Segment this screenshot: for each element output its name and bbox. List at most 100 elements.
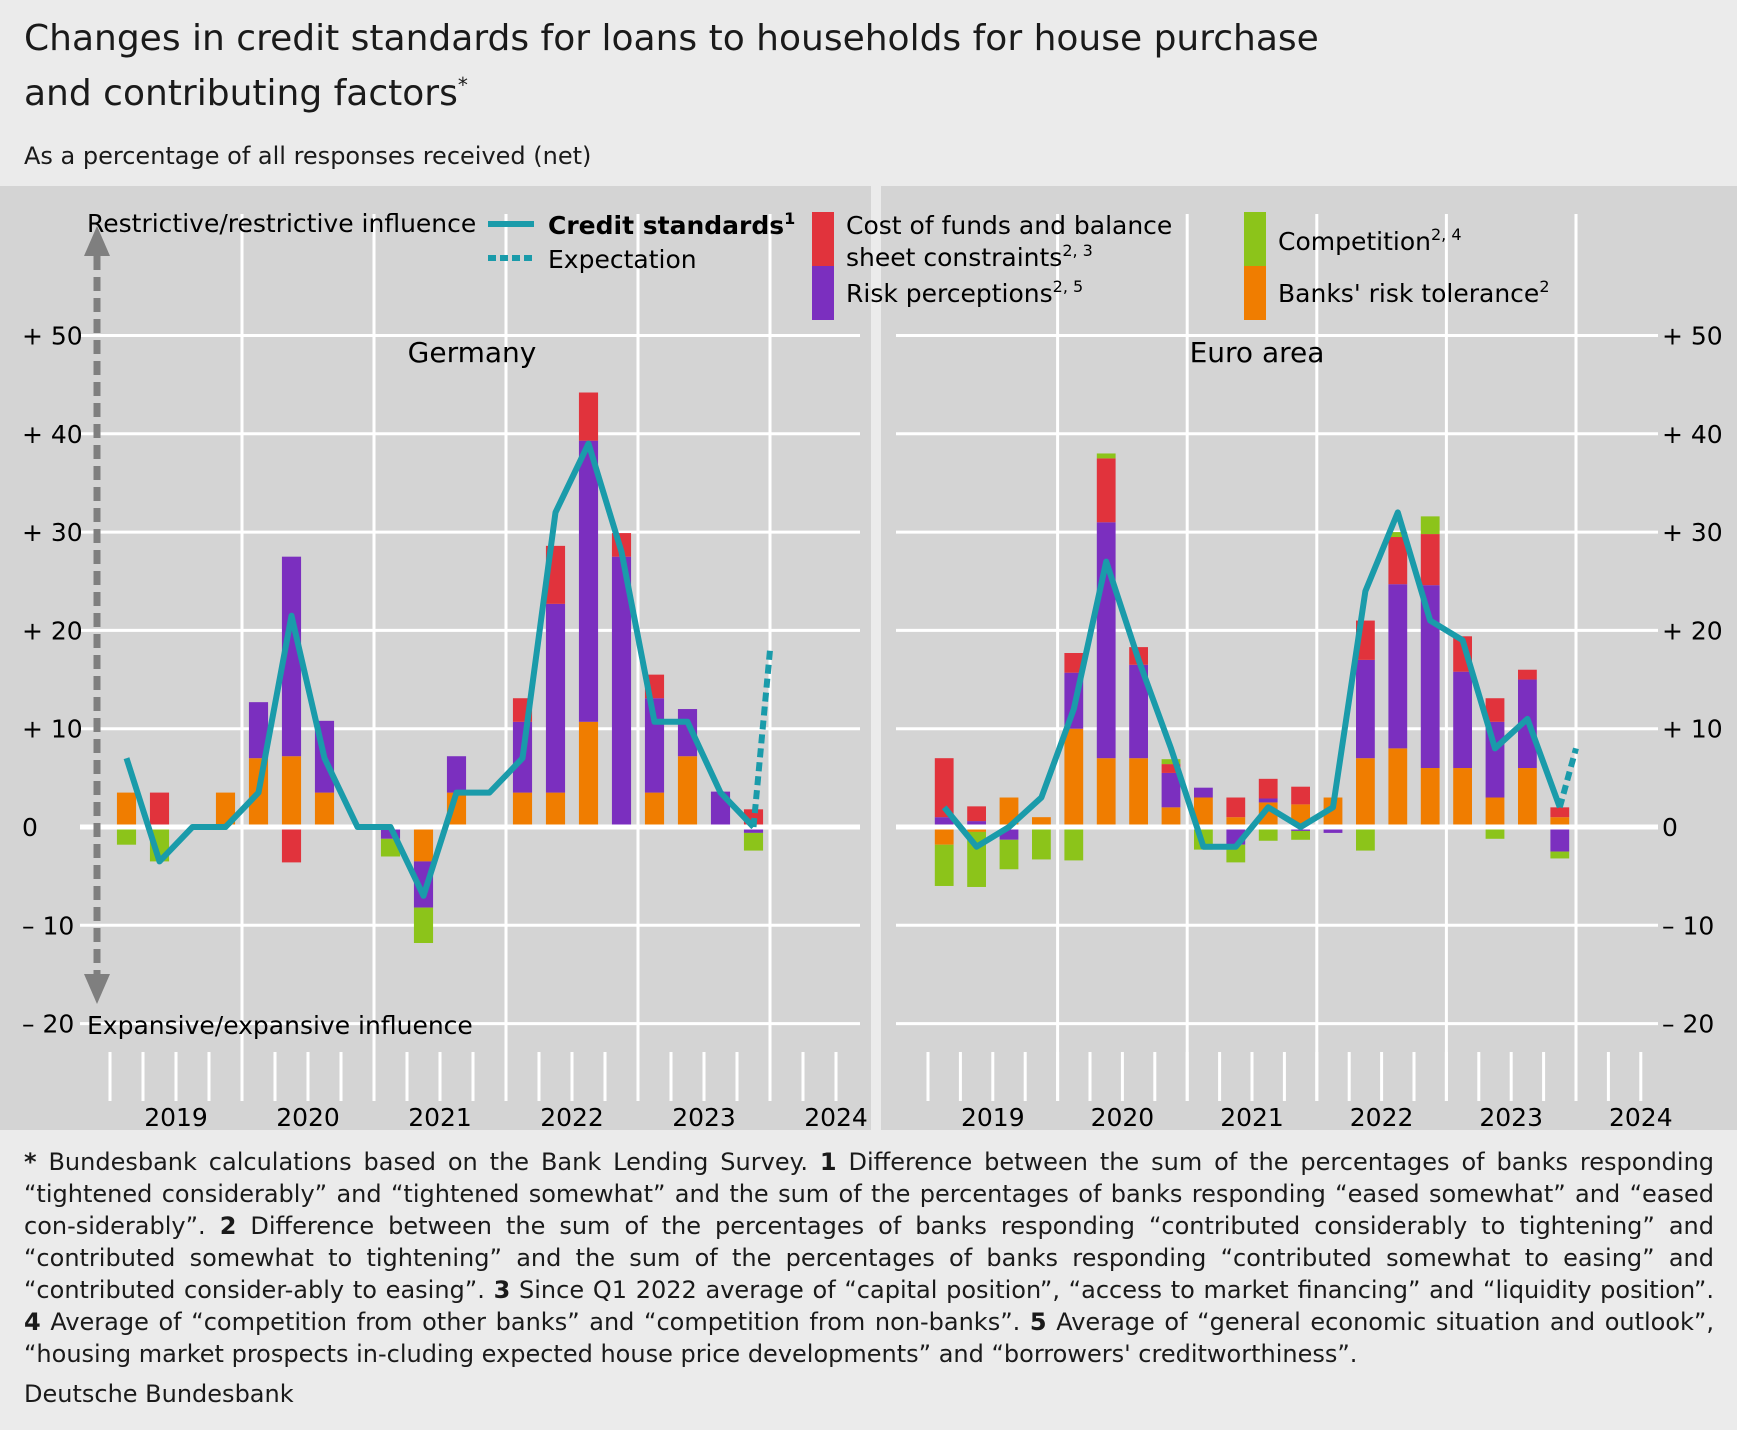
x-tick-label-euro-area-2024: 2024 [1609, 1103, 1673, 1132]
bar-euro-area-2023Q2-competition [1485, 827, 1505, 839]
bar-euro-area-2023Q1-banks-risk-tolerance [1453, 768, 1472, 827]
direction-arrow-up-head [84, 226, 110, 256]
bar-euro-area-2020Q3-banks-risk-tolerance [1129, 758, 1148, 827]
footnote-1-text: Difference between the sum of the percen… [24, 1148, 1715, 1240]
bar-germany-2023Q1-banks-risk-tolerance [644, 792, 665, 827]
x-tick-label-euro-area-2021: 2021 [1220, 1103, 1284, 1132]
bar-euro-area-2023Q4-cost-of-funds-and-balance-sheet-constraints [1550, 807, 1570, 818]
line-expectation-germany [750, 649, 773, 828]
bar-euro-area-2020Q4-competition [1161, 759, 1181, 765]
panel-title-euro-area: Euro area [1190, 336, 1325, 369]
direction-arrow-down-head [84, 974, 110, 1004]
source-note: Deutsche Bundesbank [24, 1380, 294, 1408]
footnote-3-text: Since Q1 2022 average of “capital positi… [510, 1276, 1714, 1304]
bar-germany-2019Q1-competition [116, 827, 137, 845]
bar-euro-area-2019Q2-risk-perceptions [967, 821, 986, 827]
bar-euro-area-2022Q1-banks-risk-tolerance [1323, 797, 1343, 827]
bar-germany-2020Q3-banks-risk-tolerance [314, 792, 335, 827]
bar-germany-2022Q3-banks-risk-tolerance [578, 721, 599, 827]
legend-tolerance-swatch [1244, 266, 1266, 320]
footnote-3-number: 3 [493, 1276, 511, 1304]
bar-euro-area-2019Q4-banks-risk-tolerance [1032, 817, 1051, 827]
x-tick-label-germany-2022: 2022 [540, 1103, 604, 1132]
y-tick-label-left: + 30 [22, 518, 83, 547]
bar-germany-2020Q2-cost-of-funds-and-balance-sheet-constraints [281, 827, 302, 863]
bar-euro-area-2019Q1-risk-perceptions [934, 817, 954, 827]
bar-euro-area-2020Q2-risk-perceptions [1096, 522, 1116, 759]
bar-euro-area-2022Q4-banks-risk-tolerance [1420, 768, 1440, 827]
bar-euro-area-2022Q2-banks-risk-tolerance [1356, 758, 1375, 827]
x-tick-label-euro-area-2023: 2023 [1479, 1103, 1543, 1132]
bar-germany-2020Q2-banks-risk-tolerance [281, 756, 302, 827]
bar-germany-2022Q2-banks-risk-tolerance [545, 792, 566, 827]
y-tick-label-right: – 10 [1662, 911, 1714, 940]
bar-euro-area-2019Q3-competition [999, 839, 1019, 870]
bar-germany-2022Q2-risk-perceptions [545, 603, 566, 793]
bar-euro-area-2023Q2-cost-of-funds-and-balance-sheet-constraints [1485, 698, 1505, 722]
y-tick-label-right: + 10 [1662, 715, 1723, 744]
chart-area: 2019 2020 2021 2022 2023 2024 Germany 2019 2020 2… [0, 186, 1737, 1132]
bar-euro-area-2021Q3-competition [1258, 827, 1278, 841]
bar-euro-area-2023Q3-banks-risk-tolerance [1518, 768, 1537, 827]
bar-euro-area-2023Q1-risk-perceptions [1453, 671, 1472, 769]
line-expectation-euro-area [1556, 747, 1579, 809]
y-tick-label-right: + 50 [1662, 322, 1723, 351]
bar-euro-area-2023Q2-banks-risk-tolerance [1485, 797, 1505, 827]
y-tick-label-right: + 40 [1662, 420, 1723, 449]
bar-euro-area-2020Q1-competition [1064, 827, 1084, 861]
footnote-5-number: 5 [1029, 1308, 1047, 1336]
axis-bottom-label: Expansive/expansive influence [87, 1011, 473, 1040]
bar-euro-area-2021Q2-cost-of-funds-and-balance-sheet-constraints [1226, 797, 1246, 818]
legend-cost-label: Cost of funds and balance [846, 211, 1172, 240]
x-tick-label-euro-area-2022: 2022 [1350, 1103, 1414, 1132]
bar-euro-area-2021Q3-risk-perceptions [1258, 798, 1278, 803]
bar-euro-area-2021Q2-banks-risk-tolerance [1226, 817, 1246, 827]
title-line-1: Changes in credit standards for loans to… [24, 18, 1319, 59]
bar-germany-2020Q2-risk-perceptions [281, 556, 302, 757]
panel-title-germany: Germany [408, 336, 537, 369]
x-tick-label-germany-2019: 2019 [144, 1103, 208, 1132]
bar-euro-area-2020Q3-risk-perceptions [1129, 664, 1148, 759]
footnote-4-text: Average of “competition from other banks… [40, 1308, 1030, 1336]
bar-euro-area-2022Q1-risk-perceptions [1323, 827, 1343, 833]
bar-euro-area-2020Q4-cost-of-funds-and-balance-sheet-constraints [1161, 764, 1181, 773]
bar-euro-area-2020Q2-banks-risk-tolerance [1096, 758, 1116, 827]
bar-germany-2021Q2-banks-risk-tolerance [413, 827, 434, 862]
x-tick-label-germany-2020: 2020 [276, 1103, 340, 1132]
bar-germany-2020Q1-risk-perceptions [248, 702, 269, 759]
legend-competition-label: Competition2, 4 [1278, 225, 1462, 256]
bar-euro-area-2019Q4-competition [1032, 827, 1051, 860]
x-tick-label-euro-area-2020: 2020 [1091, 1103, 1155, 1132]
bar-germany-2019Q1-banks-risk-tolerance [116, 792, 137, 827]
y-tick-label-left: + 50 [22, 322, 83, 351]
x-tick-label-germany-2024: 2024 [804, 1103, 868, 1132]
bar-euro-area-2022Q3-risk-perceptions [1388, 584, 1408, 749]
y-tick-label-right: – 20 [1662, 1010, 1714, 1039]
bar-euro-area-2023Q3-cost-of-funds-and-balance-sheet-constraints [1518, 669, 1537, 680]
bar-germany-2022Q3-risk-perceptions [578, 440, 599, 722]
bar-germany-2019Q2-cost-of-funds-and-balance-sheet-constraints [149, 792, 170, 827]
x-tick-label-euro-area-2019: 2019 [961, 1103, 1025, 1132]
bar-euro-area-2021Q4-cost-of-funds-and-balance-sheet-constraints [1291, 786, 1310, 805]
bar-euro-area-2022Q3-cost-of-funds-and-balance-sheet-constraints [1388, 537, 1408, 585]
x-tick-label-germany-2021: 2021 [408, 1103, 472, 1132]
legend-expectation-label: Expectation [548, 245, 697, 274]
bar-euro-area-2020Q1-banks-risk-tolerance [1064, 728, 1084, 827]
bar-euro-area-2022Q3-banks-risk-tolerance [1388, 748, 1408, 827]
bar-euro-area-2020Q2-competition [1096, 453, 1116, 459]
legend-credit-standards-label: Credit standards1 [548, 209, 795, 240]
chart-subtitle: As a percentage of all responses receive… [24, 142, 592, 170]
x-tick-label-germany-2023: 2023 [672, 1103, 736, 1132]
legend-cost-swatch [812, 212, 834, 266]
bar-euro-area-2019Q1-banks-risk-tolerance [934, 827, 954, 845]
bar-germany-2022Q4-risk-perceptions [611, 556, 632, 827]
plot-background-euro-area [881, 186, 1737, 1130]
bar-germany-2022Q3-cost-of-funds-and-balance-sheet-constraints [578, 392, 599, 441]
y-tick-label-left: + 10 [22, 715, 83, 744]
bar-euro-area-2021Q3-cost-of-funds-and-balance-sheet-constraints [1258, 778, 1278, 799]
bar-germany-2021Q3-risk-perceptions [446, 756, 467, 793]
y-tick-label-right: + 30 [1662, 518, 1723, 547]
legend-risk-swatch [812, 266, 834, 320]
bar-euro-area-2023Q4-banks-risk-tolerance [1550, 817, 1570, 827]
footnote-5-text: Average of “general economic situation a… [24, 1308, 1714, 1368]
